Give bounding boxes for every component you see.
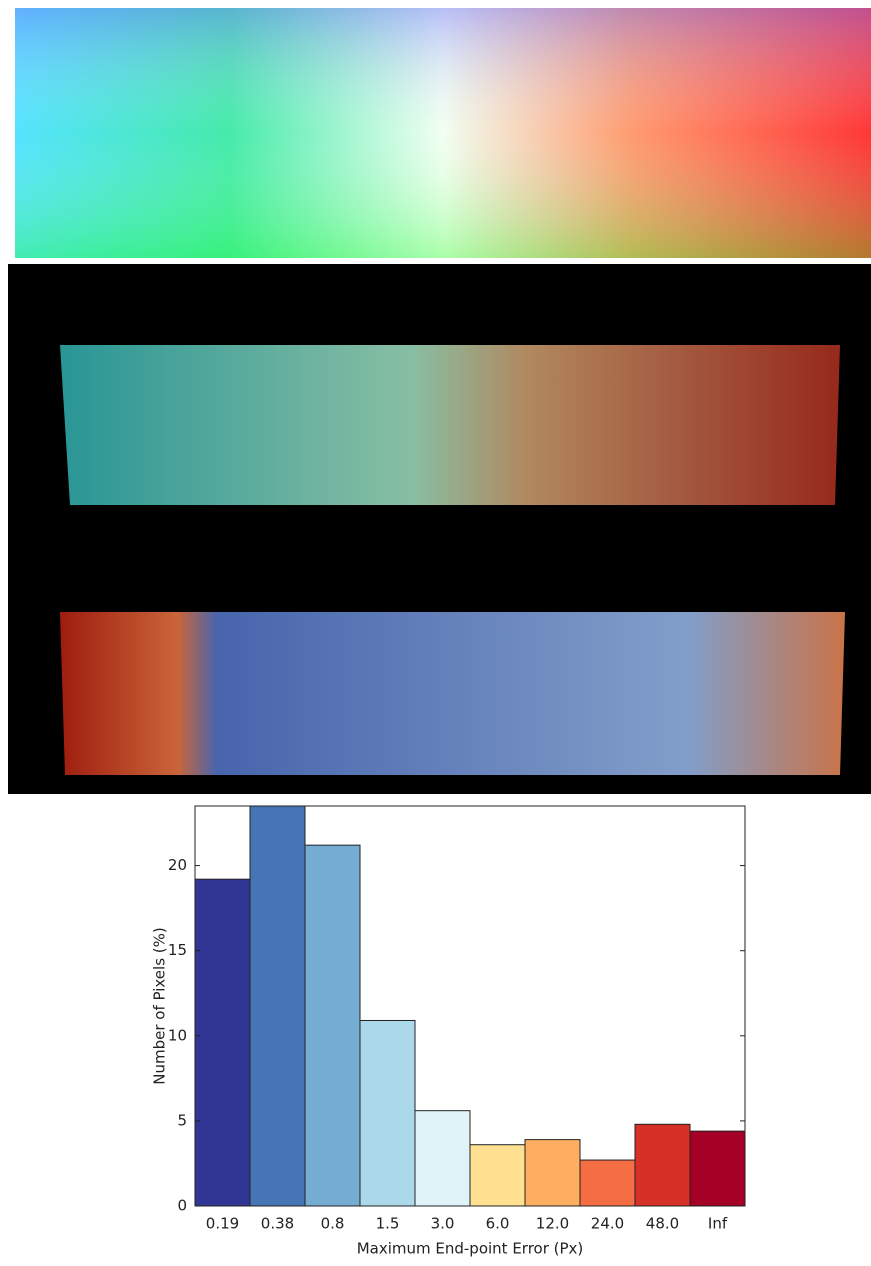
y-tick-label: 10 <box>168 1026 187 1044</box>
bar <box>689 1130 745 1206</box>
bar <box>249 806 306 1206</box>
y-axis-label: Number of Pixels (%) <box>151 927 169 1085</box>
x-tick-label: 0.19 <box>206 1215 239 1233</box>
x-tick-label: 0.38 <box>261 1215 294 1233</box>
bar <box>634 1123 691 1206</box>
bar <box>304 844 361 1206</box>
x-tick-label: 3.0 <box>431 1215 455 1233</box>
x-tick-label: 24.0 <box>591 1215 624 1233</box>
x-tick-label: 6.0 <box>486 1215 510 1233</box>
bar <box>359 1019 416 1206</box>
plot-frame <box>194 805 746 1207</box>
y-tick-label: 20 <box>168 856 187 874</box>
y-tick-label: 15 <box>168 941 187 959</box>
pointcloud-error <box>60 612 845 775</box>
x-tick-label: 12.0 <box>536 1215 569 1233</box>
x-tick-label: Inf <box>708 1215 728 1233</box>
bar <box>195 878 251 1206</box>
bar <box>524 1139 581 1206</box>
x-tick-label: 0.8 <box>321 1215 345 1233</box>
flow-shade <box>15 8 871 258</box>
y-tick-label: 5 <box>177 1111 187 1129</box>
bar <box>414 1110 471 1206</box>
bar <box>579 1159 636 1206</box>
pointcloud-flow <box>60 345 840 505</box>
x-axis-label: Maximum End-point Error (Px) <box>357 1240 584 1258</box>
x-tick-label: 48.0 <box>646 1215 679 1233</box>
y-tick-label: 0 <box>177 1197 187 1215</box>
x-tick-label: 1.5 <box>376 1215 400 1233</box>
bar <box>469 1144 526 1206</box>
